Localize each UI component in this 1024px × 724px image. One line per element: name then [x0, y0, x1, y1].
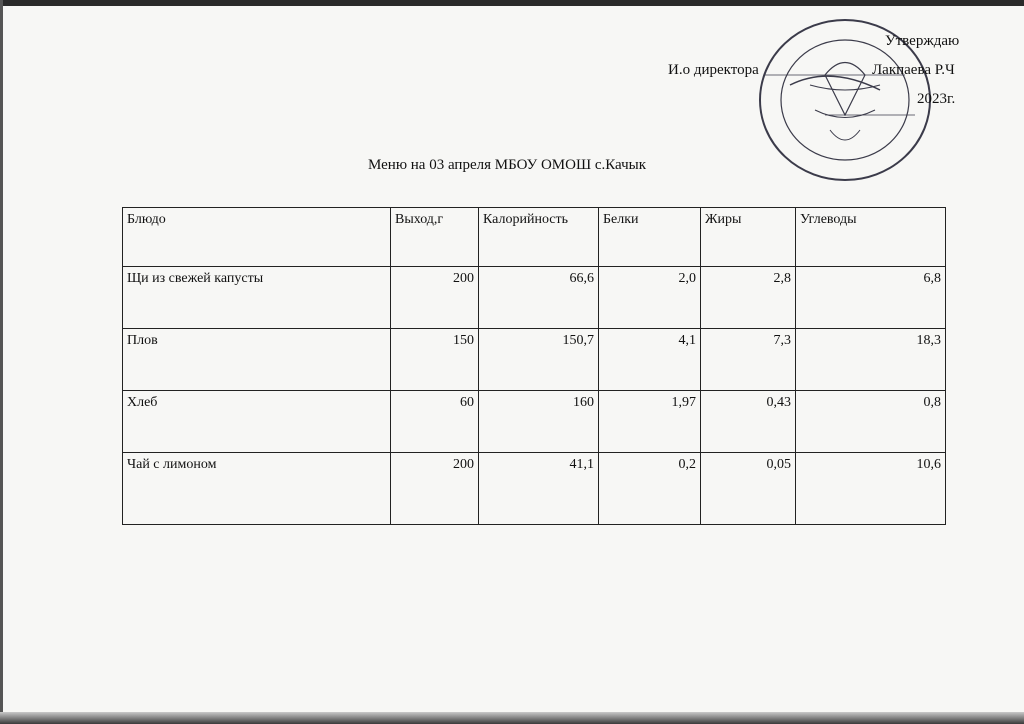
header-proteins: Белки	[598, 207, 701, 267]
dish-cell: Щи из свежей капусты	[122, 266, 391, 329]
header-dish: Блюдо	[122, 207, 391, 267]
director-position: И.о директора	[668, 62, 759, 78]
table-row: Щи из свежей капусты 200 66,6 2,0 2,8 6,…	[122, 266, 946, 329]
carbs-cell: 6,8	[795, 266, 946, 329]
header-yield: Выход,г	[390, 207, 479, 267]
proteins-cell: 2,0	[598, 266, 701, 329]
page-title: Меню на 03 апреля МБОУ ОМОШ с.Качык	[368, 157, 647, 173]
yield-cell: 200	[390, 452, 479, 525]
dish-cell: Хлеб	[122, 390, 391, 453]
approval-year: 2023г.	[917, 91, 956, 107]
scan-edge-bottom	[0, 712, 1024, 724]
calories-cell: 66,6	[478, 266, 599, 329]
table-row: Плов 150 150,7 4,1 7,3 18,3	[122, 328, 946, 391]
table-row: Хлеб 60 160 1,97 0,43 0,8	[122, 390, 946, 453]
director-name: Лакпаева Р.Ч	[872, 62, 955, 78]
carbs-cell: 0,8	[795, 390, 946, 453]
calories-cell: 150,7	[478, 328, 599, 391]
fats-cell: 0,43	[700, 390, 796, 453]
proteins-cell: 0,2	[598, 452, 701, 525]
calories-cell: 41,1	[478, 452, 599, 525]
fats-cell: 2,8	[700, 266, 796, 329]
fats-cell: 0,05	[700, 452, 796, 525]
proteins-cell: 4,1	[598, 328, 701, 391]
fats-cell: 7,3	[700, 328, 796, 391]
header-fats: Жиры	[700, 207, 796, 267]
table-header-row: Блюдо Выход,г Калорийность Белки Жиры Уг…	[122, 207, 946, 267]
carbs-cell: 10,6	[795, 452, 946, 525]
proteins-cell: 1,97	[598, 390, 701, 453]
table-row: Чай с лимоном 200 41,1 0,2 0,05 10,6	[122, 452, 946, 525]
carbs-cell: 18,3	[795, 328, 946, 391]
dish-cell: Плов	[122, 328, 391, 391]
scan-edge-left	[0, 0, 3, 724]
dish-cell: Чай с лимоном	[122, 452, 391, 525]
calories-cell: 160	[478, 390, 599, 453]
yield-cell: 150	[390, 328, 479, 391]
yield-cell: 200	[390, 266, 479, 329]
menu-table: Блюдо Выход,г Калорийность Белки Жиры Уг…	[122, 207, 946, 525]
header-carbs: Углеводы	[795, 207, 946, 267]
yield-cell: 60	[390, 390, 479, 453]
approve-label: Утверждаю	[885, 33, 960, 49]
official-stamp	[759, 19, 931, 181]
header-calories: Калорийность	[478, 207, 599, 267]
scan-edge-top	[0, 0, 1024, 6]
